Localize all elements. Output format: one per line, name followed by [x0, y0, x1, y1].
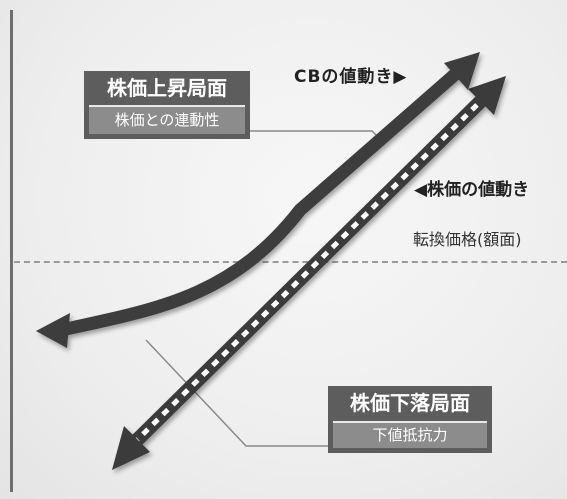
up-phase-box: 株価上昇局面 株価との連動性: [84, 71, 250, 139]
cb-movement-arrow: [36, 52, 480, 348]
up-box-leader-line: [250, 130, 381, 140]
stock-movement-arrow: [112, 76, 506, 470]
cb-movement-label: CBの値動き▶: [294, 67, 408, 87]
down-box-leader-line: [145, 339, 328, 447]
up-phase-title: 株価上昇局面: [84, 71, 250, 105]
stock-movement-label: ◀株価の値動き: [414, 180, 530, 200]
down-phase-title: 株価下落局面: [328, 386, 492, 421]
left-border-rule: [10, 10, 13, 492]
down-phase-box: 株価下落局面 下値抵抗力: [328, 386, 492, 453]
up-phase-subtitle: 株価との連動性: [89, 105, 245, 134]
conversion-price-dashed-line: [14, 261, 567, 263]
conversion-price-label: 転換価格(額面): [413, 230, 522, 249]
down-phase-subtitle: 下値抵抗力: [333, 421, 487, 448]
